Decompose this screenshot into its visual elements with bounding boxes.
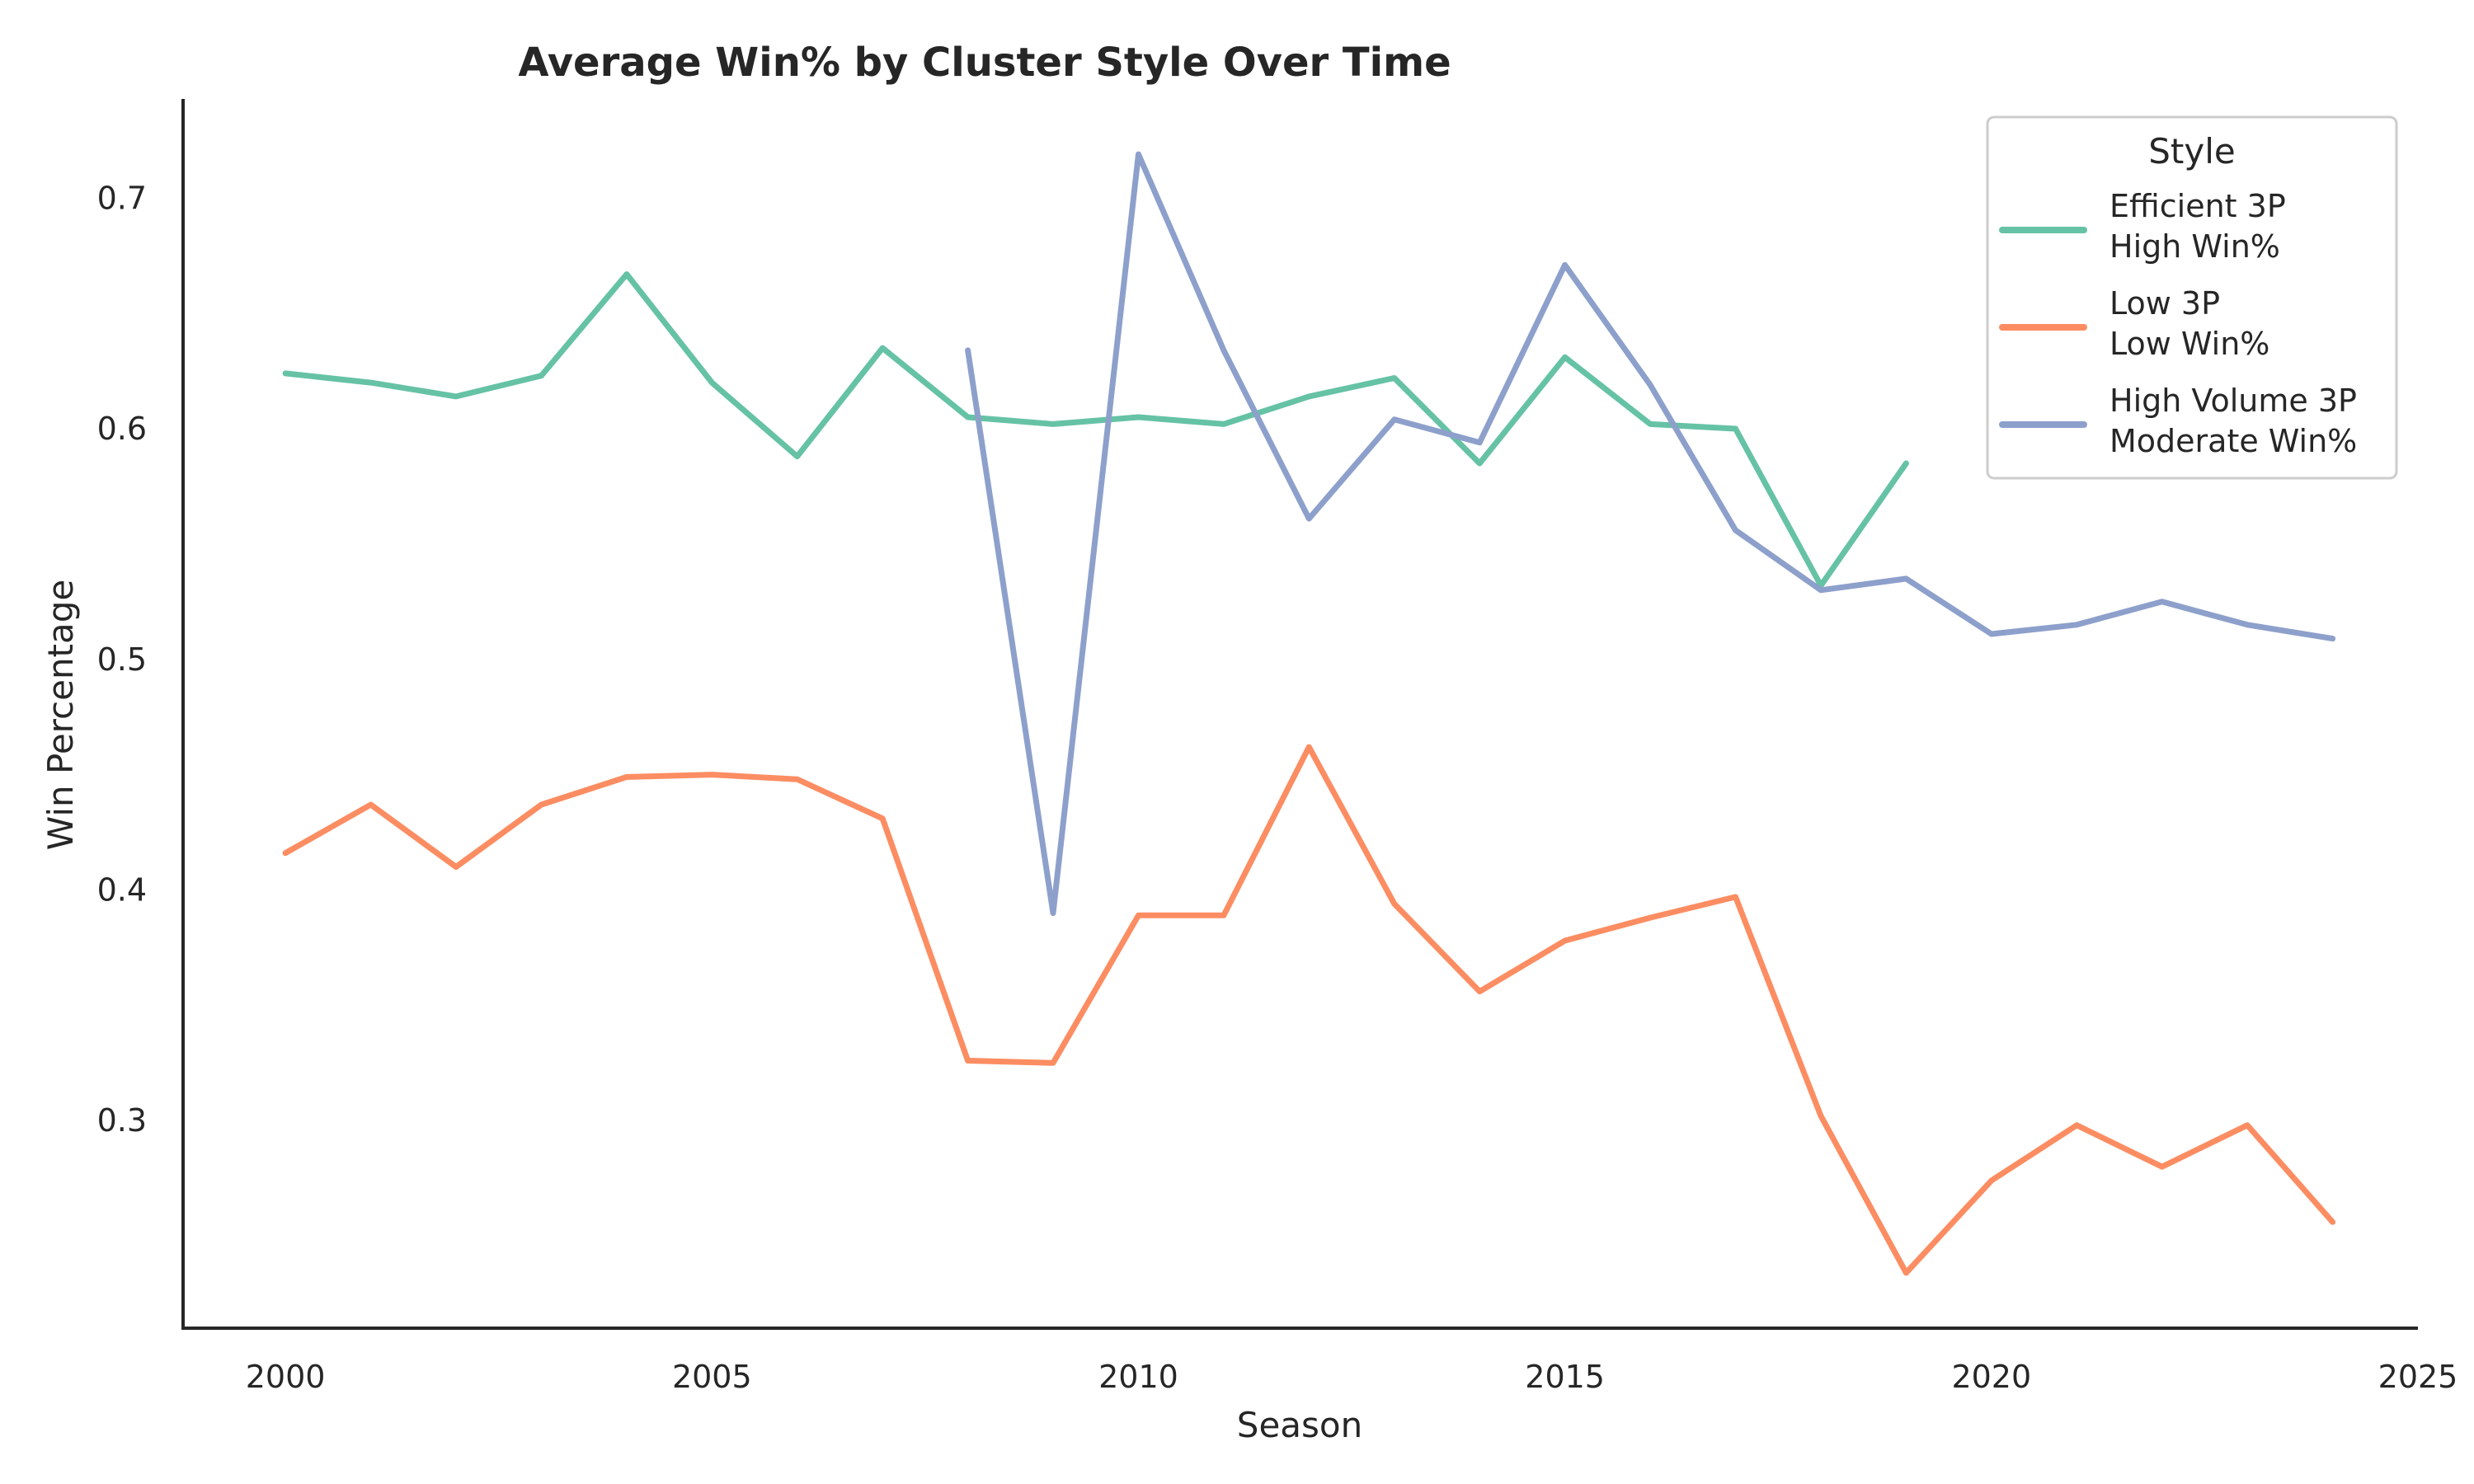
- x-tick-label: 2020: [1951, 1359, 2031, 1395]
- legend-label: Low 3P: [2109, 285, 2220, 322]
- legend-title: Style: [2148, 131, 2236, 171]
- legend-label: High Win%: [2109, 228, 2280, 265]
- x-tick-labels: 2000 2005 2010 2015 2020 2025: [246, 1359, 2458, 1395]
- x-tick-label: 2010: [1098, 1359, 1178, 1395]
- x-tick-label: 2015: [1525, 1359, 1605, 1395]
- y-axis-label: Win Percentage: [40, 580, 81, 851]
- chart-title: Average Win% by Cluster Style Over Time: [518, 40, 1451, 86]
- series-line-1: [282, 271, 1909, 589]
- x-axis-label: Season: [1237, 1405, 1362, 1445]
- series-line-2: [282, 744, 2336, 1276]
- legend: Style Efficient 3P High Win% Low 3P Low Win…: [1986, 115, 2398, 480]
- y-tick-label: 0.4: [97, 871, 147, 908]
- legend-items: Efficient 3P High Win% Low 3P Low Win% High …: [1999, 188, 2357, 459]
- legend-label: Low Win%: [2109, 326, 2269, 362]
- y-tick-label: 0.7: [97, 180, 147, 216]
- x-tick-label: 2000: [246, 1359, 326, 1395]
- y-tick-label: 0.5: [97, 641, 147, 678]
- y-tick-labels: 0.3 0.4 0.5 0.6 0.7: [97, 180, 147, 1139]
- plot-area: 2000 2005 2010 2015 2020 2025 0.3 0.4 0.5 0.6 0.7: [97, 99, 2458, 1395]
- series-lines: [282, 151, 2336, 1276]
- y-tick-label: 0.6: [97, 411, 147, 447]
- x-tick-label: 2025: [2378, 1359, 2458, 1395]
- series-line-3: [965, 151, 2336, 916]
- y-tick-label: 0.3: [97, 1102, 147, 1139]
- legend-label: High Volume 3P: [2109, 383, 2357, 419]
- legend-label: Moderate Win%: [2109, 423, 2357, 459]
- legend-frame: [1986, 115, 2398, 480]
- x-tick-label: 2005: [672, 1359, 752, 1395]
- legend-label: Efficient 3P: [2109, 188, 2286, 224]
